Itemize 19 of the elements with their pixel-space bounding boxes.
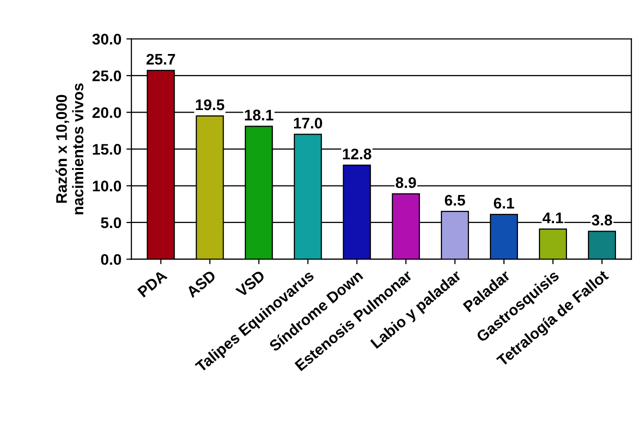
- y-axis-title: Razón x 10,000 nacimientos vivos: [56, 83, 84, 214]
- y-tick-label: 0.0: [101, 254, 122, 265]
- y-tick-label: 5.0: [100, 217, 122, 228]
- data-label: 6.1: [494, 198, 514, 209]
- data-label: 18.1: [244, 110, 274, 120]
- data-label: 19.5: [196, 99, 224, 110]
- x-tick-label: PDA: [137, 270, 168, 298]
- y-tick-label: 10.0: [92, 180, 122, 192]
- data-label: 6.5: [444, 194, 466, 206]
- y-tick-label: 30.0: [92, 34, 122, 45]
- y-tick-label: 15.0: [92, 144, 122, 155]
- data-label: 25.7: [146, 54, 176, 65]
- data-label: 8.9: [396, 177, 416, 188]
- data-label: 12.8: [342, 148, 372, 160]
- data-label: 4.1: [542, 212, 564, 224]
- y-tick-label: 25.0: [92, 70, 122, 82]
- y-tick-label: 20.0: [92, 107, 122, 118]
- data-label: 3.8: [592, 214, 612, 226]
- data-label: 17.0: [294, 118, 322, 129]
